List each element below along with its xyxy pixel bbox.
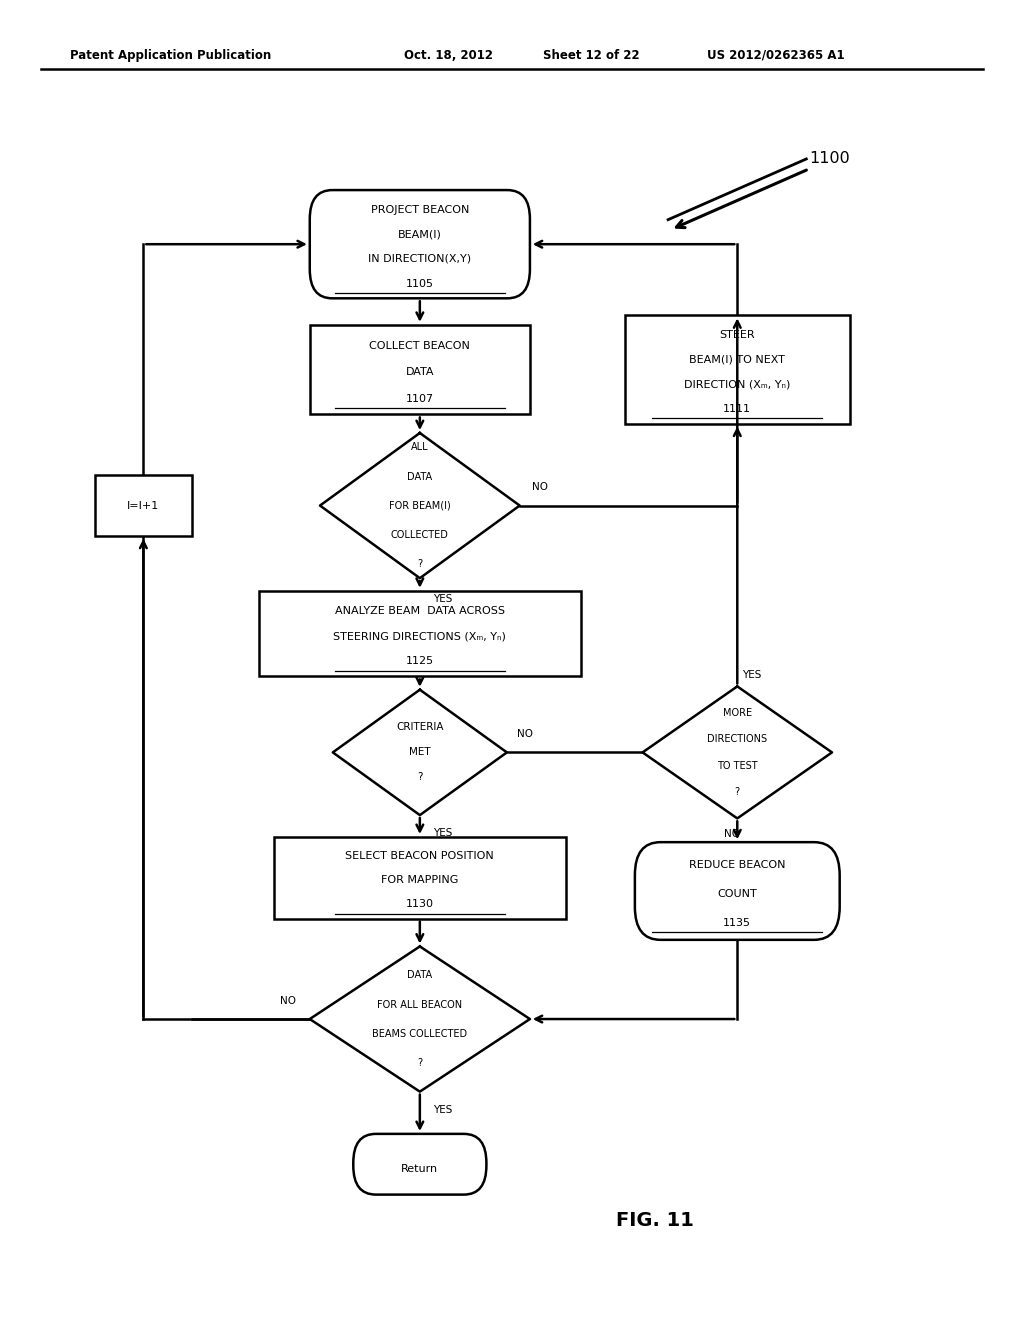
Bar: [625, 315, 850, 424]
Text: MET: MET: [409, 747, 431, 758]
Text: NO: NO: [532, 482, 548, 492]
Text: ?: ?: [417, 558, 423, 569]
Text: ALL: ALL: [411, 442, 429, 453]
Text: DATA: DATA: [408, 471, 432, 482]
Text: Oct. 18, 2012: Oct. 18, 2012: [404, 49, 494, 62]
Text: COLLECTED: COLLECTED: [391, 529, 449, 540]
Text: ?: ?: [417, 1057, 423, 1068]
Text: I=I+1: I=I+1: [127, 500, 160, 511]
Text: Return: Return: [401, 1163, 438, 1173]
Bar: [309, 325, 530, 414]
Text: IN DIRECTION(X,Y): IN DIRECTION(X,Y): [369, 253, 471, 264]
Text: 1100: 1100: [809, 150, 850, 166]
Text: 1135: 1135: [723, 917, 752, 928]
Text: YES: YES: [433, 594, 453, 605]
Text: MORE: MORE: [723, 708, 752, 718]
Text: ANALYZE BEAM  DATA ACROSS: ANALYZE BEAM DATA ACROSS: [335, 606, 505, 616]
Text: STEERING DIRECTIONS (Xₘ, Yₙ): STEERING DIRECTIONS (Xₘ, Yₙ): [334, 631, 506, 642]
Text: YES: YES: [433, 1105, 453, 1115]
Text: STEER: STEER: [720, 330, 755, 341]
Text: COUNT: COUNT: [718, 888, 757, 899]
FancyBboxPatch shape: [635, 842, 840, 940]
Text: YES: YES: [742, 669, 762, 680]
Text: 1111: 1111: [723, 404, 752, 414]
Text: BEAMS COLLECTED: BEAMS COLLECTED: [373, 1028, 467, 1039]
Text: US 2012/0262365 A1: US 2012/0262365 A1: [707, 49, 844, 62]
Text: Sheet 12 of 22: Sheet 12 of 22: [543, 49, 639, 62]
Text: TO TEST: TO TEST: [717, 760, 758, 771]
Text: FIG. 11: FIG. 11: [616, 1212, 694, 1230]
Text: FOR MAPPING: FOR MAPPING: [381, 875, 459, 886]
Text: REDUCE BEACON: REDUCE BEACON: [689, 861, 785, 870]
Text: YES: YES: [433, 829, 453, 838]
Text: CRITERIA: CRITERIA: [396, 722, 443, 733]
Text: DIRECTIONS: DIRECTIONS: [708, 734, 767, 744]
Text: DATA: DATA: [408, 970, 432, 981]
Bar: [273, 837, 565, 919]
FancyBboxPatch shape: [309, 190, 530, 298]
Text: 1125: 1125: [406, 656, 434, 667]
Text: NO: NO: [724, 829, 740, 840]
Text: 1107: 1107: [406, 393, 434, 404]
Text: BEAM(I) TO NEXT: BEAM(I) TO NEXT: [689, 355, 785, 364]
Bar: [258, 590, 581, 676]
Text: DATA: DATA: [406, 367, 434, 378]
Text: FOR ALL BEACON: FOR ALL BEACON: [377, 999, 463, 1010]
Text: ?: ?: [734, 787, 740, 797]
Text: DIRECTION (Xₘ, Yₙ): DIRECTION (Xₘ, Yₙ): [684, 379, 791, 389]
Text: FOR BEAM(I): FOR BEAM(I): [389, 500, 451, 511]
Text: Patent Application Publication: Patent Application Publication: [70, 49, 271, 62]
Text: COLLECT BEACON: COLLECT BEACON: [370, 341, 470, 351]
FancyBboxPatch shape: [353, 1134, 486, 1195]
Text: 1130: 1130: [406, 899, 434, 909]
Text: PROJECT BEACON: PROJECT BEACON: [371, 205, 469, 215]
Text: NO: NO: [517, 729, 534, 739]
Text: BEAM(I): BEAM(I): [398, 230, 441, 239]
Bar: [95, 475, 193, 536]
Text: NO: NO: [281, 995, 297, 1006]
Text: 1105: 1105: [406, 279, 434, 289]
Text: SELECT BEACON POSITION: SELECT BEACON POSITION: [345, 851, 495, 861]
Text: ?: ?: [417, 772, 423, 783]
